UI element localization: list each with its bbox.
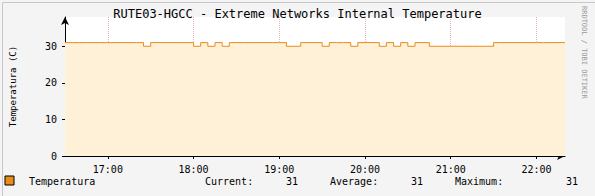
svg-text:Temperatura (C): Temperatura (C) <box>8 46 18 127</box>
svg-text:22:00: 22:00 <box>521 164 551 175</box>
svg-text:19:00: 19:00 <box>264 164 294 175</box>
svg-text:31: 31 <box>286 176 298 187</box>
svg-text:20:00: 20:00 <box>350 164 380 175</box>
svg-text:RRDTOOL / TOBI OETIKER: RRDTOOL / TOBI OETIKER <box>580 6 588 100</box>
svg-text:Temperatura: Temperatura <box>29 176 95 187</box>
svg-text:18:00: 18:00 <box>179 164 209 175</box>
svg-text:31: 31 <box>566 176 578 187</box>
svg-text:31: 31 <box>411 176 423 187</box>
svg-text:RUTE03-HGCC - Extreme Networks: RUTE03-HGCC - Extreme Networks Internal … <box>113 7 481 21</box>
svg-text:30: 30 <box>45 41 57 52</box>
svg-text:17:00: 17:00 <box>93 164 123 175</box>
svg-text:Maximum:: Maximum: <box>455 176 503 187</box>
svg-text:21:00: 21:00 <box>436 164 466 175</box>
svg-text:20: 20 <box>45 77 57 88</box>
svg-text:Current:: Current: <box>205 176 253 187</box>
svg-text:Average:: Average: <box>330 176 378 187</box>
svg-text:10: 10 <box>45 114 57 125</box>
svg-text:0: 0 <box>51 151 57 162</box>
